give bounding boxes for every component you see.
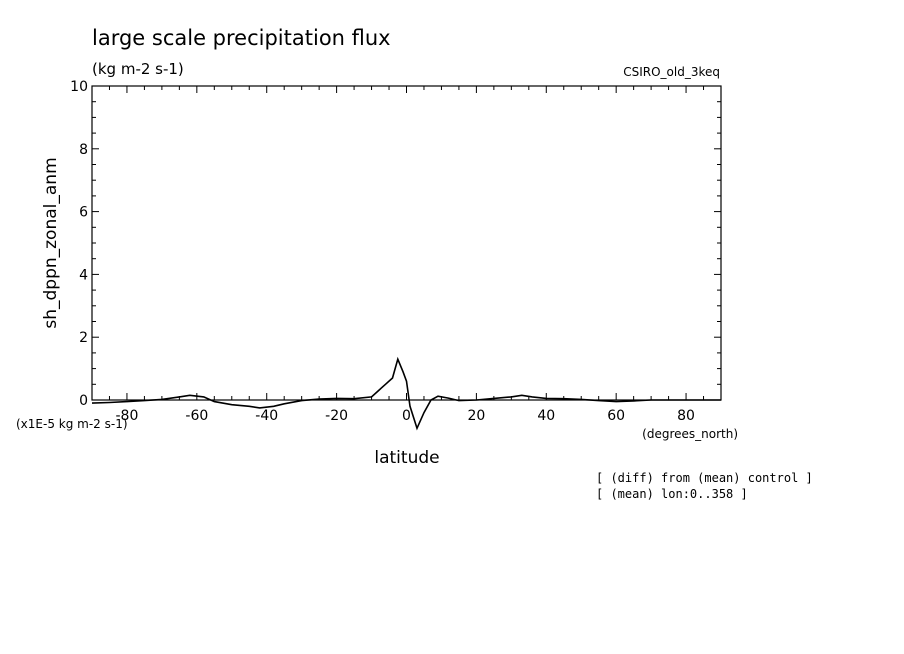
y-axis-label: sh_dppn_zonal_anm [41,157,61,328]
y-tick-label: 4 [79,267,88,283]
y-tick-label: 0 [79,393,88,409]
x-tick-label: 60 [607,408,625,424]
x-tick-label: 0 [402,408,411,424]
minor-ticks [91,85,722,401]
y-tick-label: 6 [79,205,88,221]
x-units-label: (degrees_north) [642,427,738,441]
chart-title: large scale precipitation flux [92,26,391,50]
note-diff: [ (diff) from (mean) control ] [596,471,813,485]
x-tick-label: -60 [185,408,208,424]
y-tick-label: 10 [70,79,88,95]
model-label: CSIRO_old_3keq [623,65,720,79]
x-tick-label: -20 [325,408,348,424]
x-tick-labels: -80 -60 -40 -20 0 20 40 60 80 [116,408,695,424]
chart-subtitle: (kg m-2 s-1) [92,60,184,78]
note-mean: [ (mean) lon:0..358 ] [596,487,748,501]
series-line [91,356,721,431]
x-tick-label: -80 [116,408,139,424]
y-tick-label: 8 [79,142,88,158]
y-tick-label: 2 [79,330,88,346]
x-tick-label: 80 [677,408,695,424]
x-tick-label: 20 [467,408,485,424]
x-axis-label: latitude [374,448,439,468]
x-tick-label: 40 [537,408,555,424]
y-units-label: (x1E-5 kg m-2 s-1) [16,417,128,431]
plot-frame [91,85,722,401]
x-tick-label: -40 [255,408,278,424]
y-tick-labels: 0 2 4 6 8 10 [70,79,88,409]
